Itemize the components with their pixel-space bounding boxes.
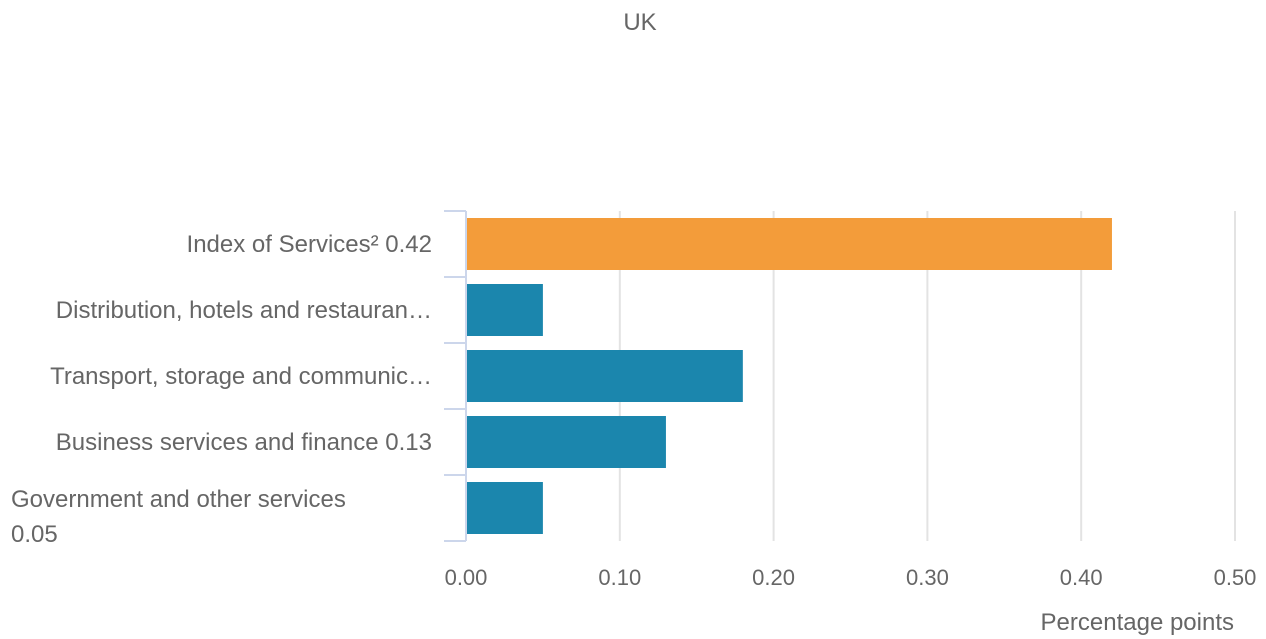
x-axis-tick-labels: 0.00 0.10 0.20 0.30 0.40 0.50 [445, 565, 1257, 590]
category-label: Business services and finance 0.13 [56, 429, 432, 456]
category-label: Distribution, hotels and restauran… [56, 297, 432, 324]
bar[interactable] [467, 284, 543, 336]
chart-title: UK [623, 9, 656, 36]
bar[interactable] [467, 416, 666, 468]
bar[interactable] [467, 350, 743, 402]
category-label: Index of Services² 0.42 [187, 231, 432, 258]
x-tick-label: 0.20 [752, 565, 795, 590]
x-tick-label: 0.30 [906, 565, 949, 590]
category-label: Transport, storage and communic… [50, 363, 432, 390]
x-tick-label: 0.50 [1214, 565, 1257, 590]
x-tick-label: 0.40 [1060, 565, 1103, 590]
bar[interactable] [467, 482, 543, 534]
bar[interactable] [467, 218, 1112, 270]
x-tick-label: 0.10 [598, 565, 641, 590]
category-labels: Index of Services² 0.42 Distribution, hot… [11, 231, 432, 548]
bars [467, 218, 1112, 534]
x-tick-label: 0.00 [445, 565, 488, 590]
y-axis [444, 210, 467, 542]
x-axis-title: Percentage points [1041, 609, 1234, 636]
category-label: Government and other services 0.05 [11, 486, 346, 548]
